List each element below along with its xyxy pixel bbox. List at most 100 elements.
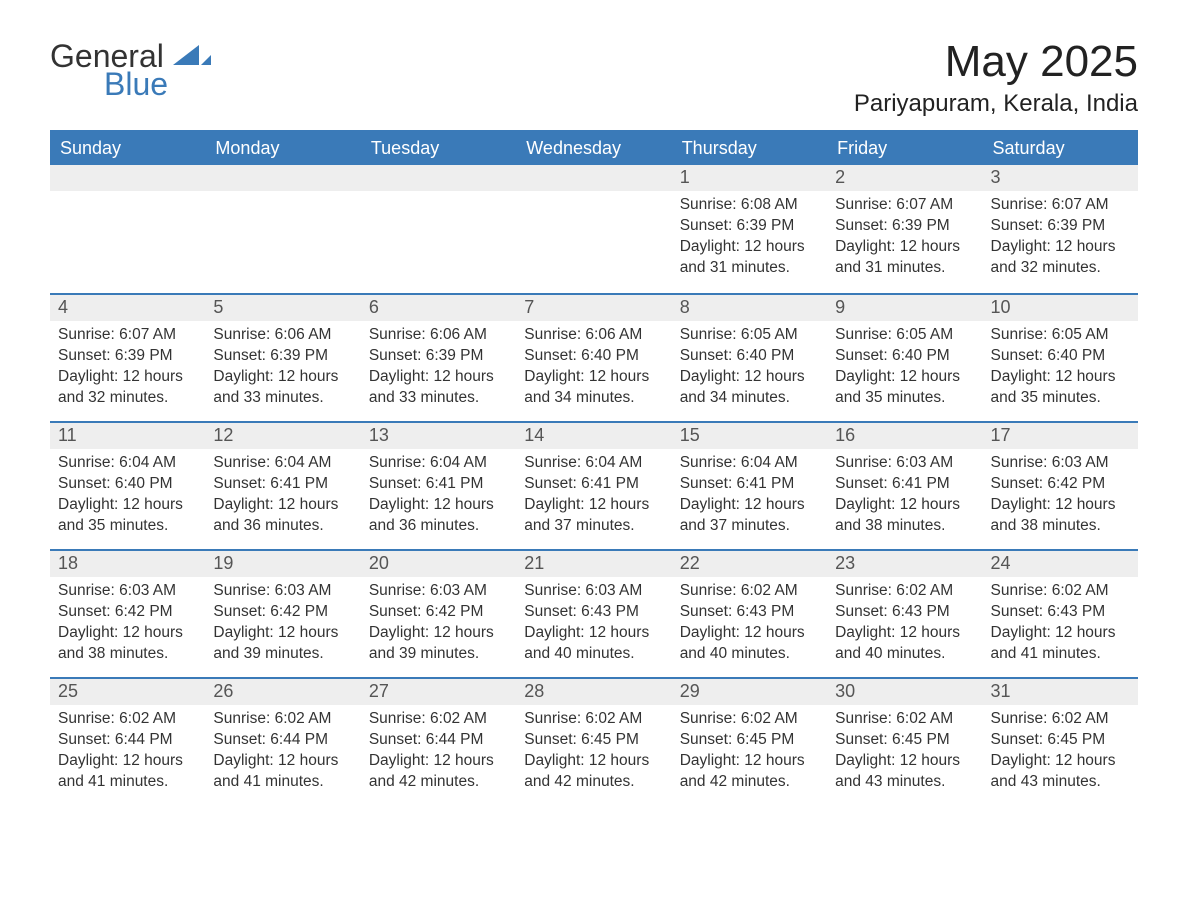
sunset-line: Sunset: 6:42 PM (369, 602, 508, 623)
daylight-line: Daylight: 12 hours and 34 minutes. (680, 367, 819, 409)
day-number: 7 (516, 295, 671, 321)
sunrise-line: Sunrise: 6:02 AM (991, 709, 1130, 730)
day-number: 3 (983, 165, 1138, 191)
sunset-line: Sunset: 6:39 PM (680, 216, 819, 237)
week-row: 4Sunrise: 6:07 AMSunset: 6:39 PMDaylight… (50, 293, 1138, 421)
dow-monday: Monday (205, 132, 360, 165)
sunset-line: Sunset: 6:43 PM (991, 602, 1130, 623)
sunset-line: Sunset: 6:43 PM (524, 602, 663, 623)
daylight-line: Daylight: 12 hours and 41 minutes. (213, 751, 352, 793)
day-details: Sunrise: 6:02 AMSunset: 6:43 PMDaylight:… (672, 577, 827, 671)
daylight-line: Daylight: 12 hours and 39 minutes. (213, 623, 352, 665)
daylight-line: Daylight: 12 hours and 35 minutes. (991, 367, 1130, 409)
day-number: 16 (827, 423, 982, 449)
day-cell: 3Sunrise: 6:07 AMSunset: 6:39 PMDaylight… (983, 165, 1138, 293)
day-number: 14 (516, 423, 671, 449)
day-number: 31 (983, 679, 1138, 705)
sunset-line: Sunset: 6:39 PM (835, 216, 974, 237)
sunset-line: Sunset: 6:42 PM (991, 474, 1130, 495)
sunset-line: Sunset: 6:45 PM (991, 730, 1130, 751)
day-cell: 14Sunrise: 6:04 AMSunset: 6:41 PMDayligh… (516, 423, 671, 549)
day-details: Sunrise: 6:04 AMSunset: 6:41 PMDaylight:… (205, 449, 360, 543)
day-details: Sunrise: 6:05 AMSunset: 6:40 PMDaylight:… (672, 321, 827, 415)
daylight-line: Daylight: 12 hours and 34 minutes. (524, 367, 663, 409)
sunset-line: Sunset: 6:41 PM (369, 474, 508, 495)
day-details: Sunrise: 6:03 AMSunset: 6:42 PMDaylight:… (983, 449, 1138, 543)
sunset-line: Sunset: 6:41 PM (213, 474, 352, 495)
day-details: Sunrise: 6:05 AMSunset: 6:40 PMDaylight:… (827, 321, 982, 415)
daylight-line: Daylight: 12 hours and 42 minutes. (524, 751, 663, 793)
sunset-line: Sunset: 6:41 PM (524, 474, 663, 495)
day-cell: 25Sunrise: 6:02 AMSunset: 6:44 PMDayligh… (50, 679, 205, 805)
daylight-line: Daylight: 12 hours and 31 minutes. (680, 237, 819, 279)
sunrise-line: Sunrise: 6:05 AM (835, 325, 974, 346)
week-row: 11Sunrise: 6:04 AMSunset: 6:40 PMDayligh… (50, 421, 1138, 549)
day-number: 28 (516, 679, 671, 705)
daylight-line: Daylight: 12 hours and 35 minutes. (835, 367, 974, 409)
day-details: Sunrise: 6:02 AMSunset: 6:43 PMDaylight:… (983, 577, 1138, 671)
sunset-line: Sunset: 6:40 PM (835, 346, 974, 367)
header: General Blue May 2025 Pariyapuram, Keral… (50, 40, 1138, 118)
daylight-line: Daylight: 12 hours and 42 minutes. (680, 751, 819, 793)
sunrise-line: Sunrise: 6:06 AM (213, 325, 352, 346)
day-cell: 12Sunrise: 6:04 AMSunset: 6:41 PMDayligh… (205, 423, 360, 549)
sunrise-line: Sunrise: 6:02 AM (213, 709, 352, 730)
daylight-line: Daylight: 12 hours and 37 minutes. (680, 495, 819, 537)
day-cell: 19Sunrise: 6:03 AMSunset: 6:42 PMDayligh… (205, 551, 360, 677)
sunrise-line: Sunrise: 6:03 AM (991, 453, 1130, 474)
day-number (361, 165, 516, 191)
dow-sunday: Sunday (50, 132, 205, 165)
sunset-line: Sunset: 6:39 PM (213, 346, 352, 367)
dow-tuesday: Tuesday (361, 132, 516, 165)
day-cell: 26Sunrise: 6:02 AMSunset: 6:44 PMDayligh… (205, 679, 360, 805)
day-details: Sunrise: 6:04 AMSunset: 6:41 PMDaylight:… (361, 449, 516, 543)
day-empty (50, 165, 205, 293)
day-details: Sunrise: 6:02 AMSunset: 6:45 PMDaylight:… (516, 705, 671, 799)
day-number: 29 (672, 679, 827, 705)
day-cell: 4Sunrise: 6:07 AMSunset: 6:39 PMDaylight… (50, 295, 205, 421)
sunrise-line: Sunrise: 6:08 AM (680, 195, 819, 216)
day-cell: 2Sunrise: 6:07 AMSunset: 6:39 PMDaylight… (827, 165, 982, 293)
daylight-line: Daylight: 12 hours and 32 minutes. (58, 367, 197, 409)
day-details: Sunrise: 6:04 AMSunset: 6:41 PMDaylight:… (516, 449, 671, 543)
day-details: Sunrise: 6:06 AMSunset: 6:40 PMDaylight:… (516, 321, 671, 415)
daylight-line: Daylight: 12 hours and 41 minutes. (991, 623, 1130, 665)
day-details: Sunrise: 6:03 AMSunset: 6:43 PMDaylight:… (516, 577, 671, 671)
dow-saturday: Saturday (983, 132, 1138, 165)
sunrise-line: Sunrise: 6:03 AM (524, 581, 663, 602)
daylight-line: Daylight: 12 hours and 40 minutes. (680, 623, 819, 665)
dow-friday: Friday (827, 132, 982, 165)
daylight-line: Daylight: 12 hours and 38 minutes. (835, 495, 974, 537)
day-cell: 5Sunrise: 6:06 AMSunset: 6:39 PMDaylight… (205, 295, 360, 421)
day-cell: 8Sunrise: 6:05 AMSunset: 6:40 PMDaylight… (672, 295, 827, 421)
day-number: 10 (983, 295, 1138, 321)
daylight-line: Daylight: 12 hours and 38 minutes. (991, 495, 1130, 537)
day-cell: 21Sunrise: 6:03 AMSunset: 6:43 PMDayligh… (516, 551, 671, 677)
daylight-line: Daylight: 12 hours and 43 minutes. (835, 751, 974, 793)
day-details: Sunrise: 6:02 AMSunset: 6:43 PMDaylight:… (827, 577, 982, 671)
sunset-line: Sunset: 6:43 PM (680, 602, 819, 623)
sunset-line: Sunset: 6:43 PM (835, 602, 974, 623)
daylight-line: Daylight: 12 hours and 36 minutes. (369, 495, 508, 537)
day-details: Sunrise: 6:06 AMSunset: 6:39 PMDaylight:… (205, 321, 360, 415)
sunset-line: Sunset: 6:42 PM (213, 602, 352, 623)
day-cell: 30Sunrise: 6:02 AMSunset: 6:45 PMDayligh… (827, 679, 982, 805)
day-details: Sunrise: 6:03 AMSunset: 6:42 PMDaylight:… (205, 577, 360, 671)
day-number: 13 (361, 423, 516, 449)
sunrise-line: Sunrise: 6:07 AM (835, 195, 974, 216)
day-cell: 1Sunrise: 6:08 AMSunset: 6:39 PMDaylight… (672, 165, 827, 293)
sunrise-line: Sunrise: 6:05 AM (991, 325, 1130, 346)
day-cell: 11Sunrise: 6:04 AMSunset: 6:40 PMDayligh… (50, 423, 205, 549)
day-cell: 13Sunrise: 6:04 AMSunset: 6:41 PMDayligh… (361, 423, 516, 549)
sunrise-line: Sunrise: 6:04 AM (369, 453, 508, 474)
day-details: Sunrise: 6:07 AMSunset: 6:39 PMDaylight:… (50, 321, 205, 415)
day-details: Sunrise: 6:06 AMSunset: 6:39 PMDaylight:… (361, 321, 516, 415)
sunset-line: Sunset: 6:44 PM (369, 730, 508, 751)
day-cell: 16Sunrise: 6:03 AMSunset: 6:41 PMDayligh… (827, 423, 982, 549)
day-details: Sunrise: 6:03 AMSunset: 6:42 PMDaylight:… (50, 577, 205, 671)
daylight-line: Daylight: 12 hours and 37 minutes. (524, 495, 663, 537)
day-number: 11 (50, 423, 205, 449)
day-cell: 20Sunrise: 6:03 AMSunset: 6:42 PMDayligh… (361, 551, 516, 677)
day-number: 26 (205, 679, 360, 705)
dow-thursday: Thursday (672, 132, 827, 165)
